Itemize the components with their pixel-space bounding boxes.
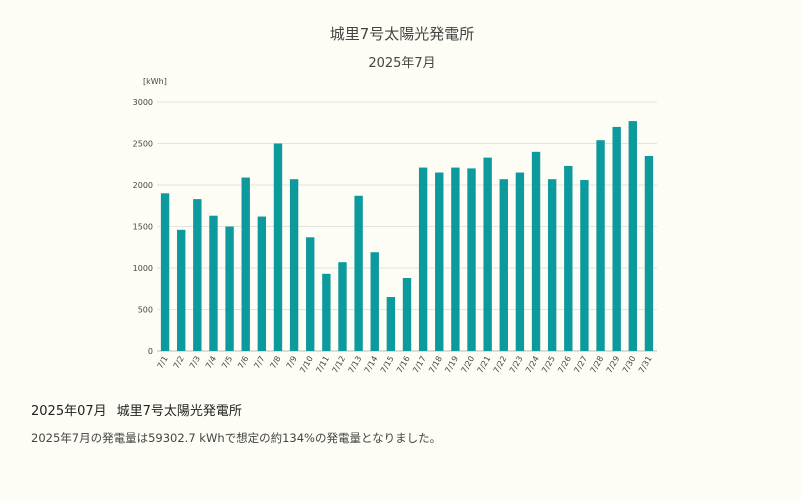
x-tick-label: 7/29	[605, 355, 622, 375]
x-tick-label: 7/23	[508, 355, 525, 375]
bar	[451, 167, 460, 351]
x-tick-label: 7/21	[476, 355, 493, 375]
x-tick-label: 7/11	[314, 355, 331, 375]
x-tick-label: 7/10	[298, 355, 315, 375]
x-tick-label: 7/2	[172, 355, 186, 371]
x-tick-label: 7/18	[427, 355, 444, 375]
x-tick-label: 7/31	[637, 355, 654, 375]
grid-lines	[157, 101, 657, 352]
x-tick-label: 7/12	[330, 355, 347, 375]
bar	[160, 193, 170, 351]
x-axis-ticks: 7/1 7/2 7/3 7/4 7/5 7/6 7/7 7/8 7/9 7/10 7/11 7/12 7…	[156, 354, 654, 374]
bar	[370, 252, 379, 351]
y-tick-label: 2500	[133, 140, 153, 149]
y-axis-unit-label: [kWh]	[143, 77, 167, 86]
bar	[338, 262, 347, 351]
x-tick-label: 7/3	[188, 355, 202, 371]
y-tick-label: 3000	[133, 98, 153, 107]
bar	[580, 180, 589, 351]
y-tick-label: 1000	[133, 264, 153, 273]
x-tick-label: 7/20	[459, 355, 476, 375]
x-tick-label: 7/5	[220, 355, 234, 371]
x-tick-label: 7/30	[621, 355, 638, 375]
y-tick-label: 1500	[133, 223, 153, 232]
bar	[306, 237, 315, 351]
bar	[193, 199, 202, 351]
x-tick-label: 7/15	[379, 355, 396, 375]
bar	[547, 179, 557, 351]
x-tick-label: 7/25	[540, 355, 557, 375]
bar	[273, 143, 283, 351]
x-tick-label: 7/24	[524, 355, 541, 375]
bar	[177, 229, 186, 351]
x-tick-label: 7/19	[443, 355, 460, 375]
x-tick-label: 7/14	[363, 355, 380, 375]
y-tick-label: 0	[148, 347, 153, 356]
summary-month: 2025年07月	[31, 404, 107, 419]
bar	[289, 179, 299, 351]
bar	[209, 215, 218, 351]
x-tick-label: 7/9	[285, 355, 299, 371]
bar	[402, 277, 412, 351]
x-tick-label: 7/26	[556, 355, 573, 375]
chart-title: 城里7号太陽光発電所	[330, 25, 475, 43]
bar	[596, 140, 605, 351]
x-tick-label: 7/27	[572, 355, 589, 375]
bars	[160, 121, 654, 352]
generation-chart: 城里7号太陽光発電所 2025年7月 [kWh] 0 500 1000 1500 200…	[133, 25, 657, 375]
bar	[564, 165, 573, 351]
bar	[612, 126, 621, 352]
x-tick-label: 7/4	[204, 355, 218, 371]
x-tick-label: 7/28	[589, 355, 606, 375]
x-tick-label: 7/17	[411, 355, 428, 375]
summary-description: 2025年7月の発電量は59302.7 kWhで想定の約134%の発電量となりま…	[31, 431, 442, 445]
x-tick-label: 7/16	[395, 355, 412, 375]
bar	[644, 155, 654, 351]
bar	[483, 157, 492, 351]
bar	[435, 172, 444, 351]
y-axis-ticks: 0 500 1000 1500 2000 2500 3000	[133, 98, 153, 356]
x-tick-label: 7/13	[347, 355, 364, 375]
bar	[628, 121, 637, 351]
x-tick-label: 7/1	[156, 355, 170, 371]
bar	[354, 195, 363, 351]
bar	[386, 297, 396, 351]
x-tick-label: 7/22	[492, 354, 509, 374]
bar	[322, 273, 331, 351]
bar	[515, 172, 525, 351]
x-tick-label: 7/8	[268, 355, 282, 371]
y-tick-label: 500	[138, 306, 153, 315]
chart-subtitle: 2025年7月	[368, 56, 435, 71]
bar	[257, 216, 267, 351]
bar	[241, 177, 250, 351]
x-tick-label: 7/6	[236, 355, 250, 371]
bar	[531, 151, 541, 351]
y-tick-label: 2000	[133, 181, 153, 190]
summary-plant-name: 城里7号太陽光発電所	[116, 404, 242, 419]
bar	[225, 226, 234, 351]
bar	[467, 168, 476, 351]
summary-heading: 2025年07月 城里7号太陽光発電所	[31, 400, 252, 419]
bar	[499, 179, 508, 351]
x-tick-label: 7/7	[252, 355, 266, 371]
bar	[418, 167, 428, 351]
